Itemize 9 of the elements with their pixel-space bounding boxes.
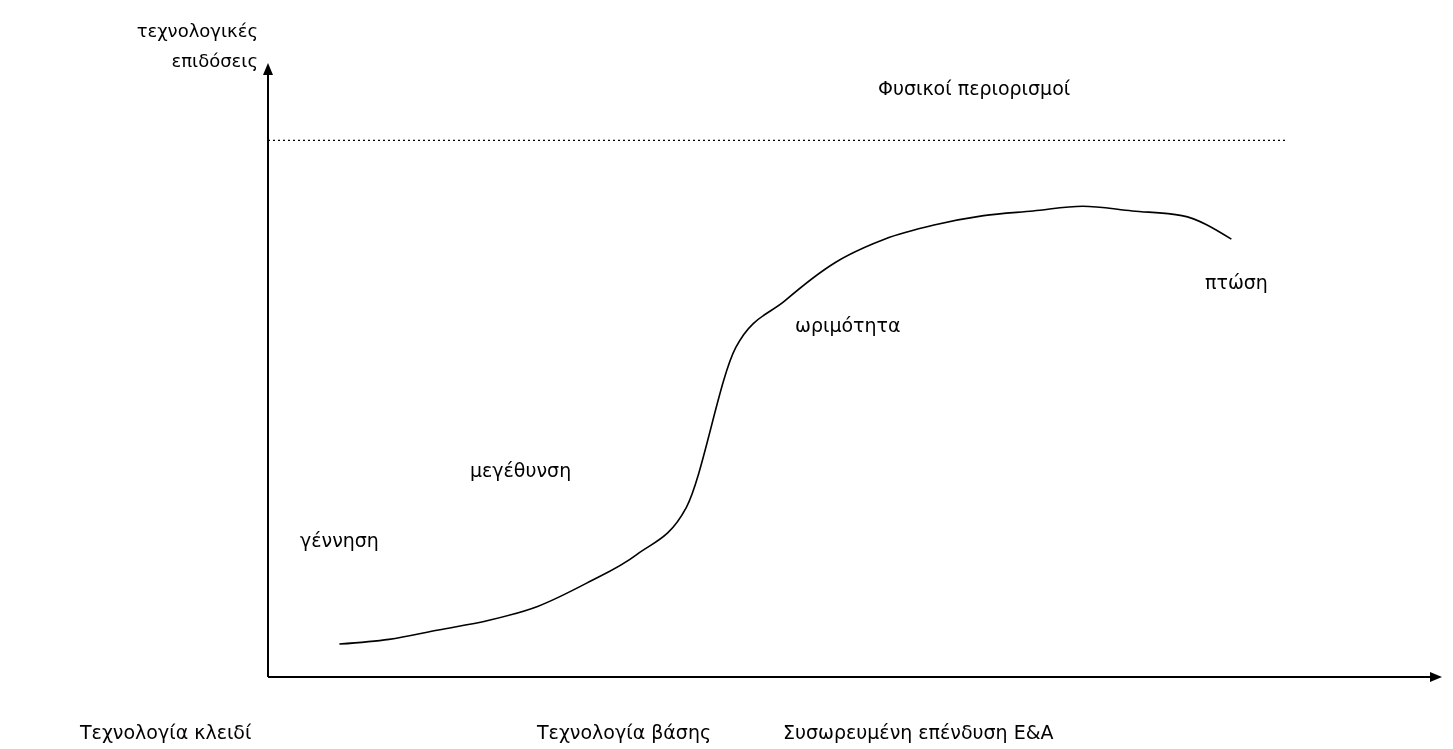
- x-axis-title: Συσωρευμένη επένδυση Ε&Α: [783, 721, 1054, 743]
- text: Τεχνολογία βάσης: [537, 721, 712, 743]
- annotation: μεγέθυνση: [470, 459, 572, 481]
- ref-line-label: Φυσικοί περιορισμοί: [878, 77, 1071, 99]
- text: Τεχνολογία κλειδί: [80, 721, 252, 743]
- annotation: γέννηση: [300, 529, 379, 551]
- annotation: πτώση: [1205, 271, 1268, 293]
- annotation: ωριμότητα: [795, 314, 901, 336]
- text: τεχνολογικές επιδόσεις: [135, 19, 258, 73]
